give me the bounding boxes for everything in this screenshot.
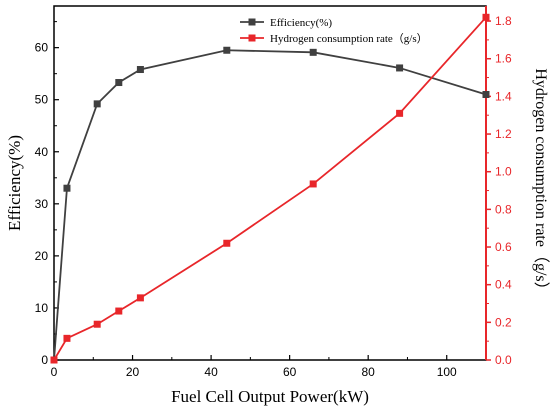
y-right-tick-label: 0.2 xyxy=(495,315,512,329)
x-tick-label: 20 xyxy=(126,365,140,379)
legend-label-0: Efficiency(%) xyxy=(270,17,332,29)
y-right-tick-label: 1.0 xyxy=(495,165,512,179)
y-right-tick-label: 1.6 xyxy=(495,52,512,66)
x-tick-label: 40 xyxy=(204,365,218,379)
series-1-point xyxy=(396,109,404,117)
series-0-point xyxy=(482,91,490,98)
series-1-point xyxy=(50,356,58,364)
y-right-tick-label: 0.8 xyxy=(495,202,512,216)
y-left-tick-label: 60 xyxy=(35,41,49,55)
plot-frame xyxy=(53,5,487,361)
x-tick-label: 0 xyxy=(51,365,58,379)
series-0-point xyxy=(309,48,317,56)
y-left-axis-title: Efficiency(%) xyxy=(5,135,24,231)
series-1-point xyxy=(63,334,71,342)
x-tick-label: 60 xyxy=(283,365,297,379)
plot-area: 0 20 40 60 80 100 0 10 20 30 40 50 60 0.0 0.2 0.4 0.6 0.8… xyxy=(5,5,550,406)
series-0-point xyxy=(223,46,231,54)
series-1-point xyxy=(93,320,101,328)
y-left-tick-label: 40 xyxy=(35,145,49,159)
series-0-point xyxy=(396,64,404,72)
x-tick-label: 100 xyxy=(437,365,457,379)
series-0-point xyxy=(115,79,123,87)
y-left-tick-label: 50 xyxy=(35,93,49,107)
y-right-tick-label: 1.4 xyxy=(495,89,512,103)
series-0-point xyxy=(136,66,144,74)
series-0-point xyxy=(63,184,71,192)
y-right-axis-title: Hydrogen consumption rate（g/s） xyxy=(532,68,550,297)
y-right-tick-label: 0.6 xyxy=(495,240,512,254)
y-right-tick-label: 0.0 xyxy=(495,353,512,367)
series-0-point xyxy=(93,100,101,108)
legend-marker-0 xyxy=(248,18,256,26)
series-1-point xyxy=(482,13,490,21)
series-1-point xyxy=(309,180,317,188)
y-left-tick-label: 10 xyxy=(35,301,49,315)
y-left-tick-label: 20 xyxy=(35,249,49,263)
series-1-point xyxy=(115,307,123,315)
y-right-tick-label: 1.8 xyxy=(495,14,512,28)
x-tick-label: 80 xyxy=(362,365,376,379)
legend-marker-1 xyxy=(248,34,256,42)
series-1-point xyxy=(136,294,144,302)
y-right-tick-label: 0.4 xyxy=(495,278,512,292)
y-right-tick-label: 1.2 xyxy=(495,127,512,141)
series-1-point xyxy=(223,239,231,247)
x-axis-title: Fuel Cell Output Power(kW) xyxy=(171,387,369,406)
legend-label-1: Hydrogen consumption rate（g/s） xyxy=(270,32,428,45)
y-left-tick-label: 0 xyxy=(41,353,48,367)
y-left-tick-label: 30 xyxy=(35,197,49,211)
